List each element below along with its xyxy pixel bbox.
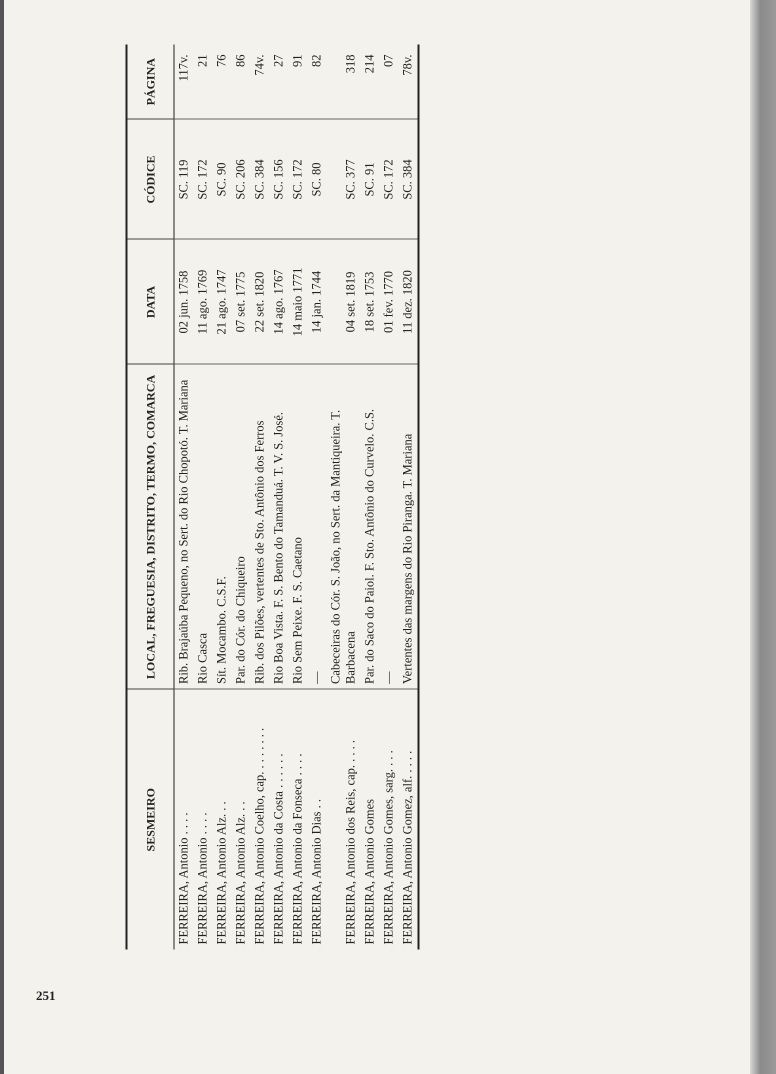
table-cell: 22 set. 1820: [250, 239, 270, 365]
table-cell: 14 ago. 1767: [269, 239, 289, 365]
table-row: FERREIRA, Antonio dos Reis, cap. . . . .…: [326, 44, 361, 950]
table-cell: SC. 172: [288, 119, 308, 240]
table-cell: 78v.: [398, 44, 419, 120]
table-cell: Rib. Brajaúba Pequeno, no Sert. do Rio C…: [174, 364, 194, 690]
rotated-table: SESMEIRO LOCAL, FREGUESIA, DISTRITO, TERM…: [126, 44, 646, 950]
table-row: FERREIRA, Antonio . . . . Rio Casca 11 ago…: [193, 44, 213, 950]
table-cell: FERREIRA, Antonio . . . .: [176, 812, 191, 945]
table-cell: SC. 377: [326, 119, 361, 240]
table-cell: 14 jan. 1744: [307, 239, 327, 365]
table-row: FERREIRA, Antonio Alz. . . Par. do Cór. d…: [231, 44, 251, 950]
table-cell: 214: [360, 44, 380, 120]
table-cell: FERREIRA, Antonio Dias . .: [309, 799, 324, 945]
table-body: FERREIRA, Antonio . . . . Rib. Brajaúba P…: [174, 44, 419, 950]
table-cell: 21 ago. 1747: [212, 239, 232, 365]
table-cell: —: [379, 364, 399, 690]
table-cell: Sít. Mocambo. C.S.F.: [212, 364, 232, 690]
table-cell: 14 maio 1771: [288, 239, 308, 365]
table-row: FERREIRA, Antonio Coelho, cap. . . . . .…: [250, 44, 270, 950]
page-number: 251: [36, 988, 56, 1003]
table-cell: SC. 119: [174, 119, 194, 240]
table-cell: FERREIRA, Antonio Alz. . .: [214, 801, 229, 945]
table-cell: 07 set. 1775: [231, 239, 251, 365]
table-cell: 82: [307, 44, 327, 120]
header-row: SESMEIRO LOCAL, FREGUESIA, DISTRITO, TERM…: [126, 44, 174, 950]
table-cell: SC. 206: [231, 119, 251, 240]
table-cell: 27: [269, 44, 289, 120]
table-row: FERREIRA, Antonio . . . . Rib. Brajaúba P…: [174, 44, 194, 950]
table-row: FERREIRA, Antonio Gomez, alf. . . . . Ver…: [398, 44, 419, 950]
table-cell: SC. 90: [212, 119, 232, 240]
table-row: FERREIRA, Antonio Gomes Par. do Saco do P…: [360, 44, 380, 950]
table-cell: Par. do Saco do Paiol. F. Sto. Antônio d…: [360, 364, 380, 690]
table-cell: Rio Boa Vista. F. S. Bento do Tamanduá. …: [269, 364, 289, 690]
column-header: CÓDICE: [126, 119, 174, 240]
column-header: LOCAL, FREGUESIA, DISTRITO, TERMO, COMAR…: [126, 364, 174, 690]
table-cell: 86: [231, 44, 251, 120]
table-cell: 04 set. 1819: [326, 239, 361, 365]
column-header: DATA: [126, 239, 174, 365]
table-cell: FERREIRA, Antonio Gomes, sarg. . . .: [381, 750, 396, 945]
table-cell: —: [307, 364, 327, 690]
table-cell: FERREIRA, Antonio da Costa . . . . . .: [271, 753, 286, 945]
page-edge: [750, 0, 776, 1074]
table-row: FERREIRA, Antonio Dias . . —14 jan. 1744 S…: [307, 44, 327, 950]
table-cell: Par. do Cór. do Chiqueiro: [231, 364, 251, 690]
table-cell: SC. 172: [379, 119, 399, 240]
table-cell: 01 fev. 1770: [379, 239, 399, 365]
table-row: FERREIRA, Antonio Gomes, sarg. . . . —01 …: [379, 44, 399, 950]
column-header: PÁGINA: [126, 44, 174, 120]
table-cell: Rio Casca: [193, 364, 213, 690]
table-cell: FERREIRA, Antonio Gomez, alf. . . . .: [400, 750, 415, 945]
table-cell: SC. 156: [269, 119, 289, 240]
table-row: FERREIRA, Antonio da Costa . . . . . . Ri…: [269, 44, 289, 950]
table-row: FERREIRA, Antonio da Fonseca . . . . Rio …: [288, 44, 308, 950]
table-cell: 07: [379, 44, 399, 120]
table-cell: SC. 172: [193, 119, 213, 240]
table-cell: 02 jun. 1758: [174, 239, 194, 365]
table-cell: 318: [326, 44, 361, 120]
table-cell: 117v.: [174, 44, 194, 120]
table-cell: FERREIRA, Antonio dos Reis, cap. . . . .: [343, 739, 358, 945]
table-cell: SC. 91: [360, 119, 380, 240]
column-header: SESMEIRO: [143, 788, 158, 852]
table-cell: 21: [193, 44, 213, 120]
table-cell: Rib. dos Pilões, vertentes de Sto. Antôn…: [250, 364, 270, 690]
table-row: FERREIRA, Antonio Alz. . . Sít. Mocambo. …: [212, 44, 232, 950]
table-cell: 18 set. 1753: [360, 239, 380, 365]
table-cell: 74v.: [250, 44, 270, 120]
table-cell: SC. 80: [307, 119, 327, 240]
table-cell: SC. 384: [398, 119, 419, 240]
table-cell: Rio Sem Peixe. F. S. Caetano: [288, 364, 308, 690]
table-cell: FERREIRA, Antonio da Fonseca . . . .: [290, 753, 305, 945]
table-cell: FERREIRA, Antonio Gomes: [362, 799, 377, 945]
table-cell: Cabeceiras do Cór. S. João, no Sert. da …: [326, 364, 361, 690]
table-cell: 11 dez. 1820: [398, 239, 419, 365]
table-cell: 91: [288, 44, 308, 120]
table-cell: FERREIRA, Antonio . . . .: [195, 812, 210, 945]
page-edge: [0, 0, 4, 1074]
table-cell: 76: [212, 44, 232, 120]
table-cell: SC. 384: [250, 119, 270, 240]
sesmarias-table: SESMEIRO LOCAL, FREGUESIA, DISTRITO, TERM…: [126, 44, 420, 950]
table-cell: Vertentes das margens do Rio Piranga. T.…: [398, 364, 419, 690]
table-cell: FERREIRA, Antonio Alz. . .: [233, 801, 248, 945]
table-cell: FERREIRA, Antonio Coelho, cap. . . . . .…: [252, 727, 267, 945]
table-cell: 11 ago. 1769: [193, 239, 213, 365]
